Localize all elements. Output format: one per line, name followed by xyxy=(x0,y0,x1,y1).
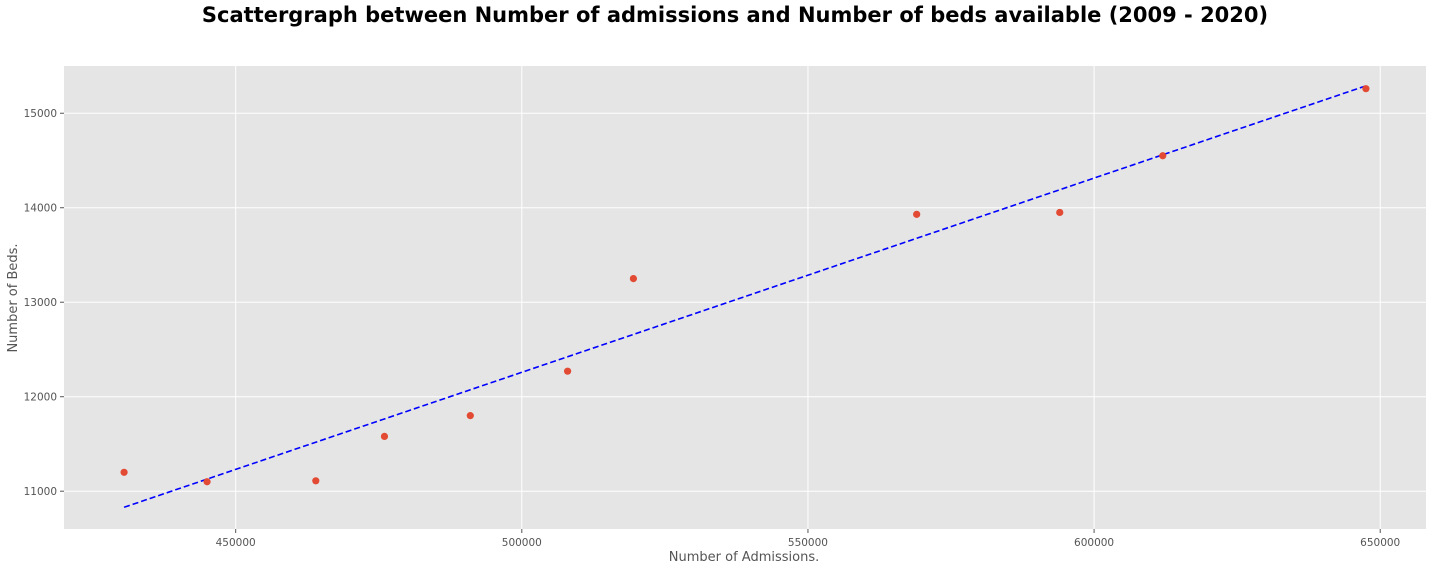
x-tick-label: 600000 xyxy=(1074,537,1114,549)
x-tick-label: 650000 xyxy=(1360,537,1400,549)
data-point xyxy=(312,477,320,485)
x-tick-label: 500000 xyxy=(502,537,542,549)
data-point xyxy=(203,478,211,486)
data-point xyxy=(563,367,572,375)
y-axis-label: Number of Beds. xyxy=(6,243,21,352)
data-point xyxy=(380,432,389,440)
data-point xyxy=(629,275,638,283)
data-point xyxy=(1362,85,1370,93)
x-tick-label: 550000 xyxy=(788,537,828,549)
plot-area: 450000 500000 550000 600000 650000 11000 12000… xyxy=(24,66,1426,549)
y-tick-label: 14000 xyxy=(24,203,57,215)
chart-title: Scattergraph between Number of admission… xyxy=(202,3,1268,27)
x-axis-label: Number of Admissions. xyxy=(669,550,819,565)
data-point xyxy=(120,468,128,476)
data-point xyxy=(466,412,474,420)
trend-line xyxy=(123,85,1367,509)
data-point xyxy=(913,210,921,218)
y-tick-label: 12000 xyxy=(24,392,57,404)
data-point xyxy=(1159,152,1167,160)
data-point xyxy=(1056,208,1064,217)
y-tick-label: 15000 xyxy=(24,108,57,120)
y-tick-label: 13000 xyxy=(24,297,57,309)
y-tick-label: 11000 xyxy=(24,486,57,498)
plot-background xyxy=(64,66,1426,529)
x-tick-label: 450000 xyxy=(216,537,256,549)
